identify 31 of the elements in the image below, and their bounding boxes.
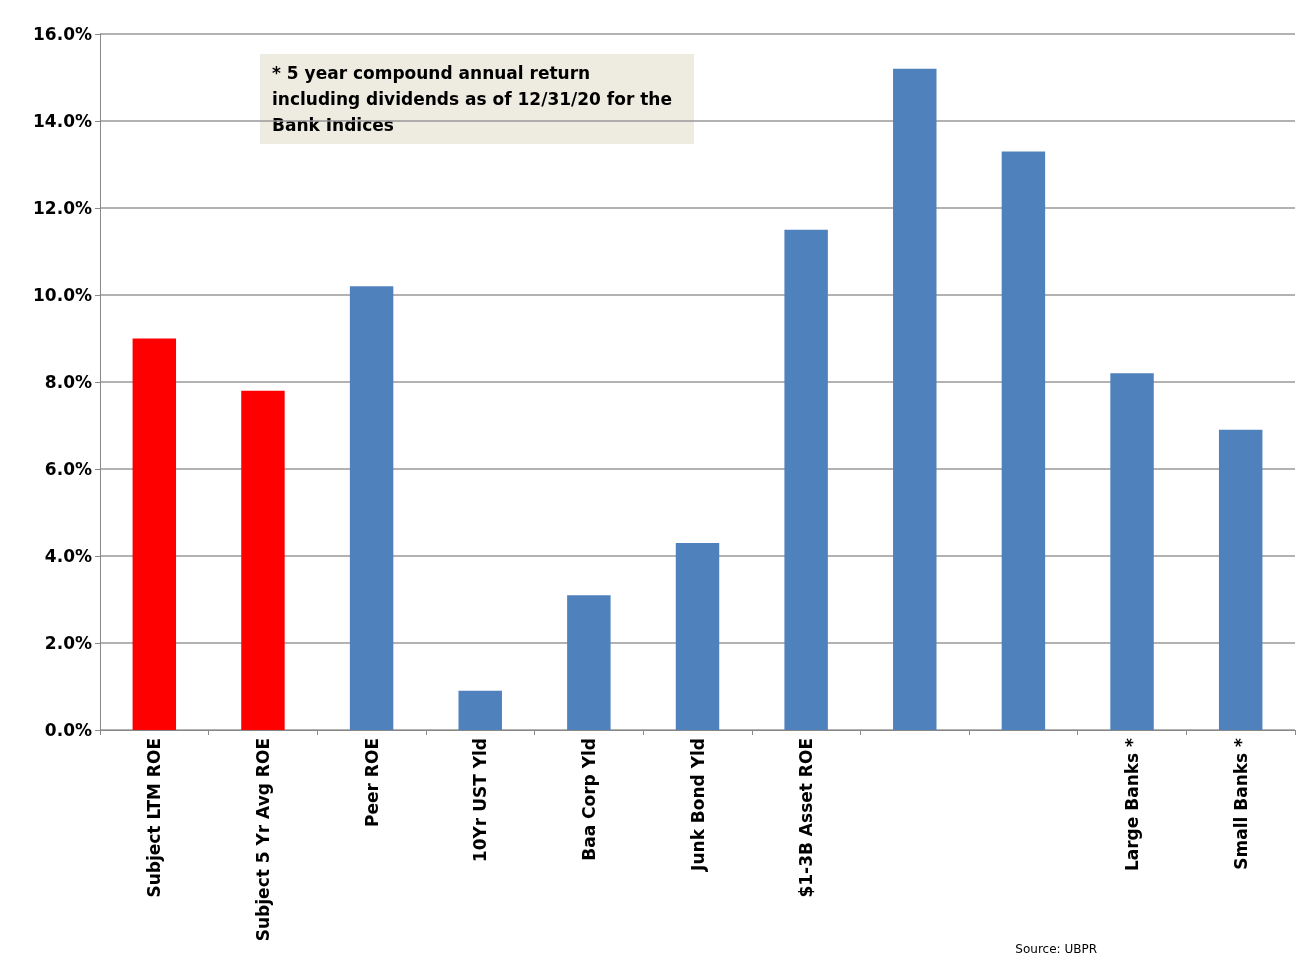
x-tick-label: Peer ROE [361, 738, 382, 827]
annotation: * 5 year compound annual return including dividends as of 12/31/20 for the Bank Indices [272, 63, 678, 135]
y-tick-label: 12.0% [33, 198, 92, 218]
x-tick-label: Baa Corp Yld [578, 738, 599, 861]
bar [349, 286, 394, 730]
x-tick-label: Large Banks * [1122, 737, 1143, 872]
x-tick-label: Junk Bond Yld [687, 738, 708, 872]
bar [567, 595, 611, 730]
bar [1218, 429, 1263, 730]
bar [1110, 373, 1154, 730]
x-tick-label: $1-3B Asset ROE [796, 738, 817, 898]
y-tick-label: 10.0% [33, 285, 92, 305]
bar [241, 390, 285, 730]
x-tick-label: Subject 5 Yr Avg ROE [252, 738, 273, 942]
x-tick-label: Small Banks * [1230, 737, 1251, 870]
x-tick-label: 10Yr UST Yld [470, 738, 491, 863]
y-tick-label: 4.0% [44, 546, 92, 566]
y-tick-label: 14.0% [33, 111, 92, 131]
y-tick-label: 8.0% [44, 372, 92, 392]
x-tick-label: Subject LTM ROE [144, 738, 165, 898]
bar [458, 690, 502, 730]
y-tick-label: 2.0% [44, 633, 92, 653]
y-tick-label: 0.0% [44, 720, 92, 740]
bar [784, 229, 828, 730]
bar [1001, 151, 1046, 730]
bar [893, 68, 937, 730]
bar [675, 542, 720, 730]
source-note: Source: UBPR [1015, 942, 1098, 956]
y-tick-label: 6.0% [44, 459, 92, 479]
bar [132, 338, 177, 730]
y-tick-label: 16.0% [33, 24, 92, 44]
